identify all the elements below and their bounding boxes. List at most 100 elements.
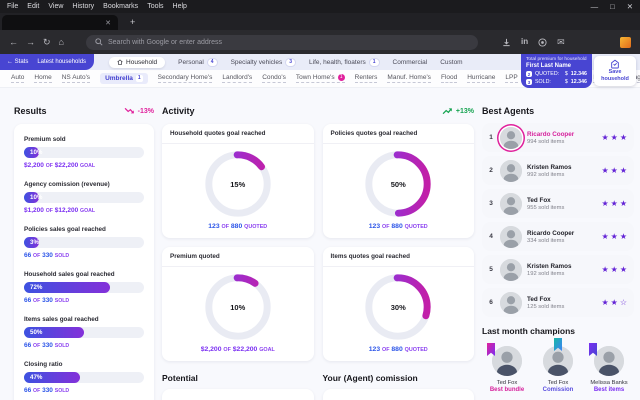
quoted-value: 12.346 [570, 71, 587, 77]
agent-row[interactable]: 1 Ricardo Cooper 994 sold items ★★★ [482, 123, 634, 152]
filter-manuf-homes[interactable]: Manuf. Home's [387, 74, 431, 83]
menu-help[interactable]: Help [172, 3, 187, 10]
latest-households-button[interactable]: Latest households [37, 59, 87, 65]
home-icon[interactable]: ⌂ [58, 36, 64, 47]
quoted-label: QUOTED: [535, 71, 560, 77]
results-trend: -13% [124, 107, 154, 115]
champion-award: Comission [542, 387, 574, 393]
donut-percent: 30% [390, 302, 406, 312]
champion-name: Ted Fox [496, 380, 518, 386]
filter-lpp[interactable]: LPP [505, 74, 518, 83]
tab-label: Life, health, floaters [309, 58, 366, 66]
download-icon[interactable] [502, 38, 511, 47]
agent-row[interactable]: 4 Ricardo Cooper 334 sold items ★★★ [482, 222, 634, 251]
filter-flood[interactable]: Flood [440, 74, 458, 83]
menu-bookmarks[interactable]: Bookmarks [103, 3, 139, 10]
tab-household[interactable]: Household [109, 56, 166, 68]
champions-title: Last month champions [482, 326, 576, 336]
extension-icon[interactable] [620, 36, 631, 48]
champion[interactable]: Melissa Banks Best items [586, 343, 632, 393]
agent-sold-items: 994 sold items [527, 138, 565, 145]
trend-down-icon [124, 107, 134, 114]
browser-tab[interactable]: ✕ [2, 15, 118, 30]
tab-personal[interactable]: Personal 4 [178, 57, 218, 67]
filter-ns-autos[interactable]: NS Auto's [61, 74, 91, 83]
metric-label: Policies sales goal reached [24, 226, 106, 233]
tab-close-icon[interactable]: ✕ [105, 19, 111, 27]
agent-rank: 6 [489, 299, 493, 306]
donut-percent: 50% [390, 179, 406, 189]
agent-row[interactable]: 3 Ted Fox 955 sold items ★★★ [482, 189, 634, 218]
donut-card-household-quotes: Household quotes goal reached 15% 123 OF… [162, 124, 314, 238]
champions-row: Ted Fox Best bundle Ted Fox Comission Me… [482, 338, 634, 393]
filter-home[interactable]: Home [34, 74, 52, 83]
metric-subtext: $2,200 OF $22,200 GOAL [24, 162, 96, 169]
avatar [492, 346, 522, 376]
tab-commercial[interactable]: Commercial [393, 59, 428, 66]
award-ribbon-icon [554, 338, 562, 351]
award-ribbon-icon [589, 343, 597, 356]
donut-title: Household quotes goal reached [162, 124, 314, 144]
menu-tools[interactable]: Tools [147, 3, 164, 10]
agent-row[interactable]: 5 Kristen Ramos 192 sold items ★★★ [482, 255, 634, 284]
tab-specialty-vehicles[interactable]: Specialty vehicles 3 [230, 57, 297, 67]
quoted-currency: $ [564, 71, 568, 77]
filter-landlords[interactable]: Landlord's [222, 74, 253, 83]
donut-subtext: $2,200 OF $22,200 GOAL [200, 346, 275, 353]
donut-chart: 15% [205, 151, 271, 217]
quoted-row: 2 QUOTED: $ 12.346 [526, 71, 587, 77]
agent-row[interactable]: 6 Ted Fox 125 sold items ★★☆ [482, 288, 634, 317]
filter-umbrella[interactable]: Umbrella 1 [100, 73, 148, 84]
agent-stars: ★★★ [601, 199, 629, 208]
new-tab-button[interactable]: + [130, 17, 136, 27]
maximize-button[interactable]: □ [610, 2, 615, 11]
agent-name: Ricardo Cooper [527, 229, 575, 237]
back-to-stats-button[interactable]: ← Stats [7, 59, 29, 65]
agent-name: Ricardo Cooper [527, 130, 575, 138]
filter-renters[interactable]: Renters [354, 74, 378, 83]
menu-file[interactable]: File [7, 3, 19, 10]
tab-badge: 3 [285, 57, 297, 67]
filter-condos[interactable]: Condo's [262, 74, 286, 83]
close-button[interactable]: ✕ [626, 2, 633, 11]
back-icon[interactable]: ← [9, 36, 18, 47]
champion[interactable]: Ted Fox Best bundle [484, 343, 530, 393]
filter-auto[interactable]: Auto [11, 74, 25, 83]
menu-view[interactable]: View [48, 3, 64, 10]
save-icon [611, 60, 619, 69]
save-household-button[interactable]: Save household [594, 56, 636, 86]
mail-icon[interactable]: ✉ [557, 36, 565, 47]
tab-label: Specialty vehicles [230, 58, 283, 66]
filter-town-homes[interactable]: Town Home's 1 [295, 74, 345, 83]
trend-up-icon [442, 108, 452, 115]
menu-edit[interactable]: Edit [27, 3, 40, 10]
account-icon[interactable] [538, 37, 547, 47]
forward-icon[interactable]: → [26, 36, 35, 47]
metric-policies-sales: Policies sales goal reached 3% 66 OF 330… [24, 226, 144, 259]
agent-stars: ★★★ [601, 166, 629, 175]
menu-bar: File Edit View History Bookmarks Tools H… [0, 0, 640, 13]
donut-chart: 30% [365, 274, 431, 340]
address-bar[interactable]: Search with Google or enter address [85, 34, 478, 50]
champion[interactable]: Ted Fox Comission [535, 338, 581, 393]
donut-title: Items quotes goal reached [322, 247, 474, 267]
tab-custom[interactable]: Custom [440, 59, 462, 66]
agent-row[interactable]: 2 Kristen Ramos 992 sold items ★★★ [482, 156, 634, 185]
sold-value: 12.346 [570, 79, 587, 85]
avatar [500, 159, 522, 182]
window-controls: — □ ✕ [591, 2, 633, 11]
reload-icon[interactable]: ↻ [43, 36, 51, 47]
metric-label: Premium sold [24, 136, 66, 143]
tab-life-health-floaters[interactable]: Life, health, floaters 1 [309, 57, 380, 67]
filter-hurricane[interactable]: Hurricane [467, 74, 496, 83]
metric-subtext: $1,200 OF $12,200 GOAL [24, 207, 96, 214]
menu-history[interactable]: History [72, 3, 95, 10]
minimize-button[interactable]: — [590, 2, 599, 11]
linkedin-icon[interactable]: in [520, 37, 529, 46]
tab-badge: 4 [206, 57, 218, 67]
filter-secondary-homes[interactable]: Secondary Home's [157, 74, 213, 83]
agent-rank: 3 [489, 200, 493, 207]
sold-label: SOLD: [535, 79, 551, 85]
address-placeholder: Search with Google or enter address [107, 38, 222, 46]
progress-bar: 10% [24, 147, 144, 158]
